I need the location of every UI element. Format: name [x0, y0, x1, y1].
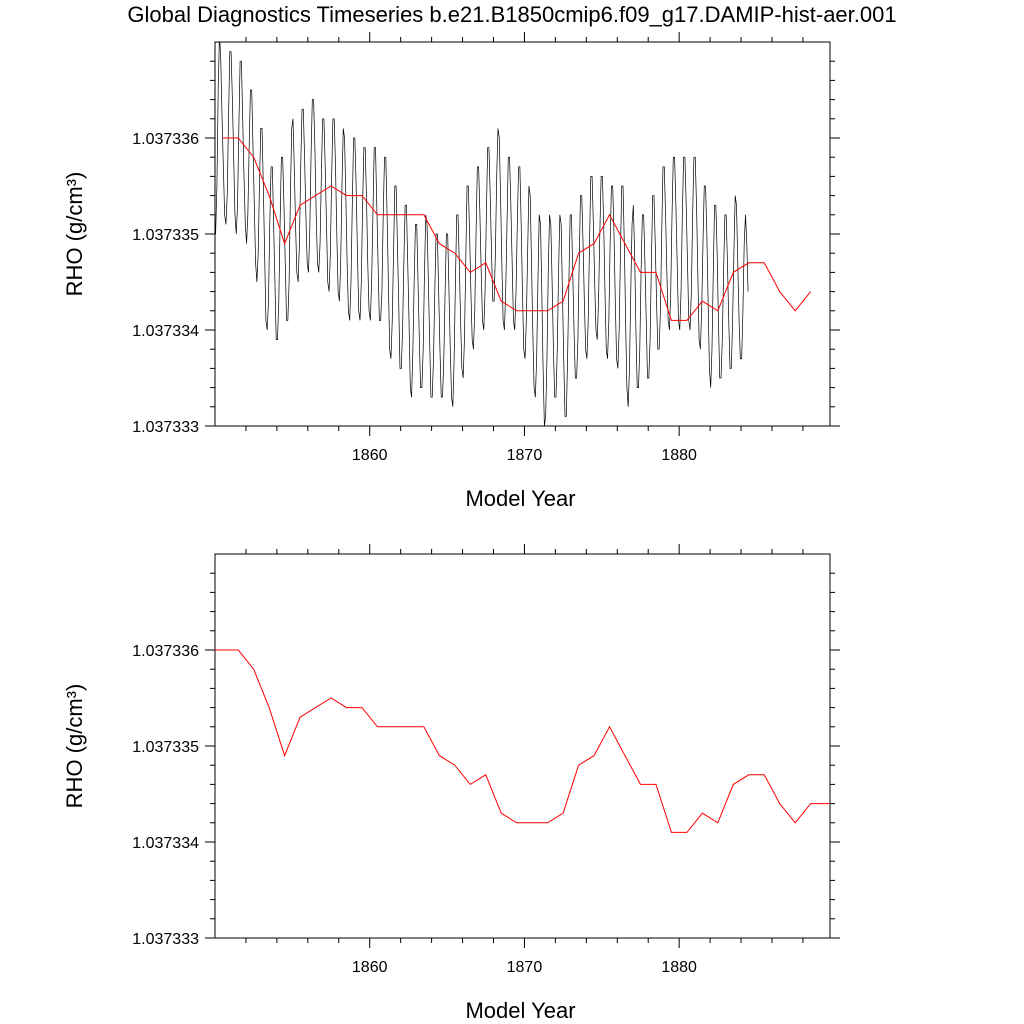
y-tick-label: 1.037335 — [132, 227, 199, 244]
chart-panel-1: 1860 1870 1880 1.037333 1.037334 1.037335 1.03… — [62, 32, 840, 511]
series-line-monthly — [215, 42, 749, 426]
y-tick-label: 1.037333 — [132, 419, 199, 436]
x-tick-label: 1870 — [507, 447, 543, 464]
series-line-annual — [222, 137, 812, 321]
y-tick-label: 1.037334 — [132, 835, 199, 852]
x-tick-label: 1880 — [661, 959, 697, 976]
y-tick-label: 1.037335 — [132, 739, 199, 756]
x-tick-label: 1880 — [661, 447, 697, 464]
chart-panel-2: 1860 1870 1880 1.037333 1.037334 1.037335 1.03… — [62, 544, 840, 1023]
x-tick-label: 1860 — [352, 959, 388, 976]
y-tick-label: 1.037336 — [132, 643, 199, 660]
x-axis-title: Model Year — [465, 998, 575, 1023]
y-tick-label: 1.037333 — [132, 931, 199, 948]
y-axis-title: RHO (g/cm³) — [62, 684, 87, 809]
x-tick-label: 1870 — [507, 959, 543, 976]
figure-title: Global Diagnostics Timeseries b.e21.B185… — [127, 2, 897, 27]
series-line-annual — [215, 649, 830, 833]
x-tick-label: 1860 — [352, 447, 388, 464]
y-axis-title: RHO (g/cm³) — [62, 172, 87, 297]
y-tick-label: 1.037336 — [132, 131, 199, 148]
plot-frame — [214, 553, 831, 939]
x-axis-title: Model Year — [465, 486, 575, 511]
y-tick-label: 1.037334 — [132, 323, 199, 340]
plot-frame — [214, 41, 831, 427]
